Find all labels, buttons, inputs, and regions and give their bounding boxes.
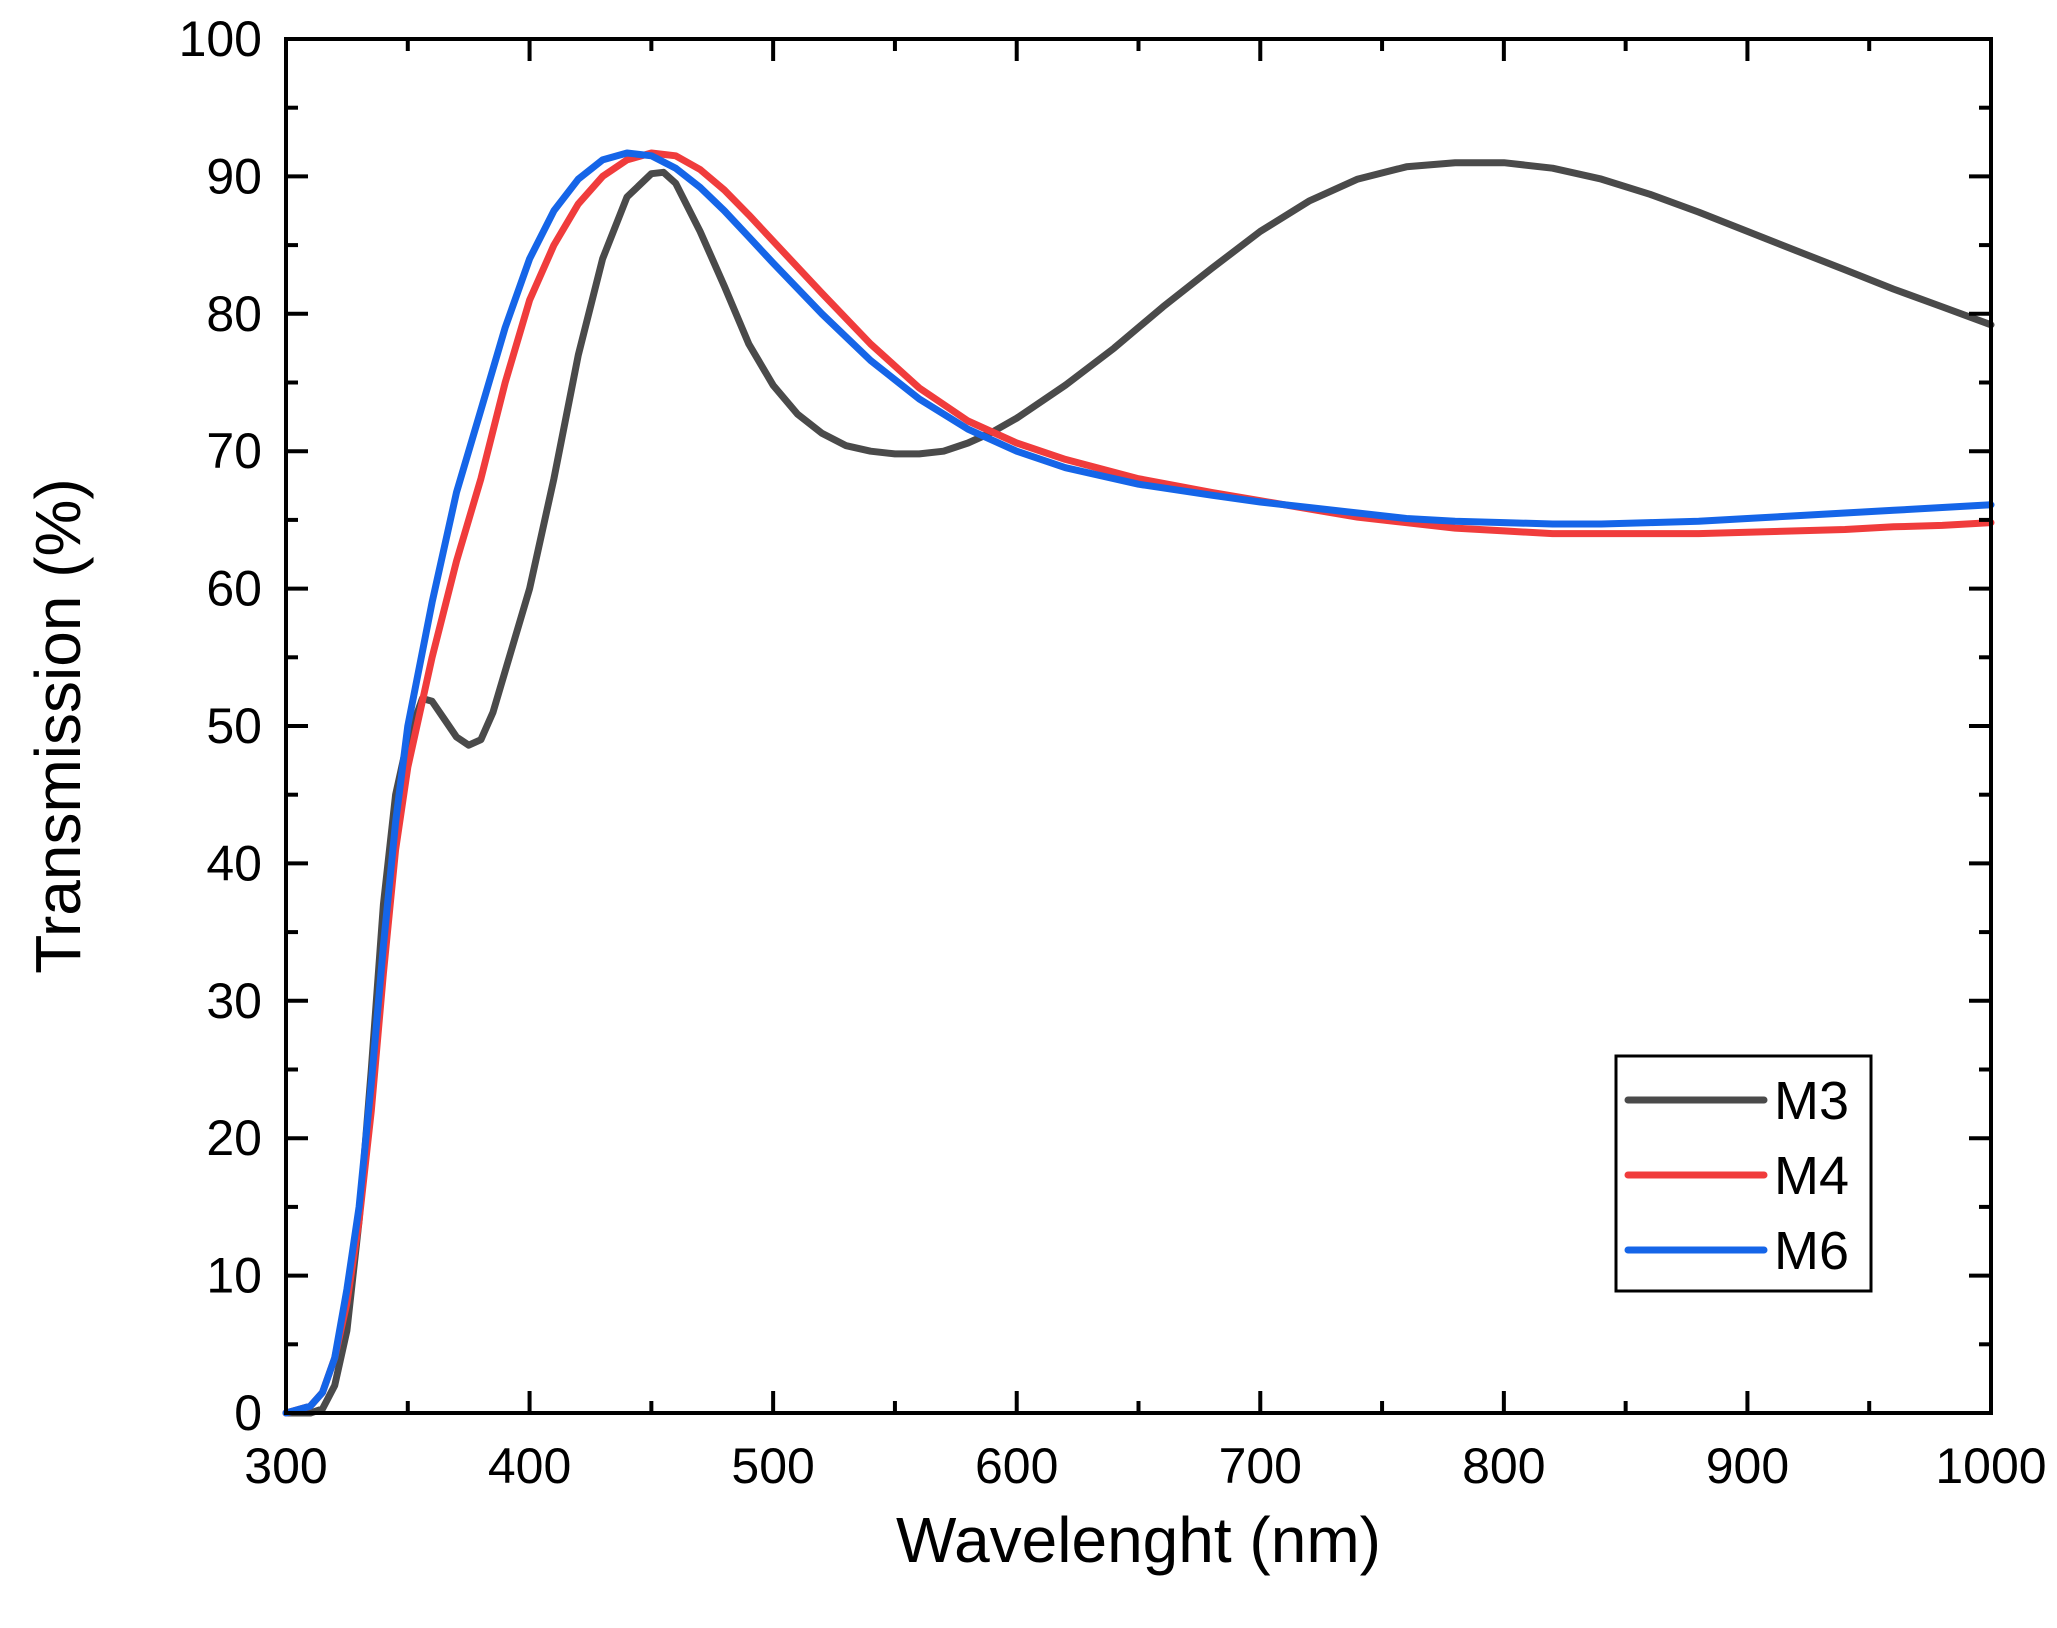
plot-frame — [284, 37, 1993, 1415]
x-tick-label: 900 — [1706, 1438, 1789, 1494]
y-tick-label: 10 — [206, 1248, 262, 1304]
legend-label-m6: M6 — [1774, 1221, 1849, 1281]
y-tick-label: 100 — [179, 11, 262, 67]
x-tick-label: 500 — [731, 1438, 814, 1494]
y-tick-label: 80 — [206, 286, 262, 342]
y-tick-label: 50 — [206, 698, 262, 754]
y-tick-label: 70 — [206, 423, 262, 479]
y-tick-label: 90 — [206, 148, 262, 204]
y-tick-label: 20 — [206, 1110, 262, 1166]
tick-labels: 300 400 500 600 700 800 900 1000 0 10 20 30 40 50 60 70… — [179, 11, 2047, 1494]
x-tick-label: 1000 — [1935, 1438, 2046, 1494]
x-axis-title: Wavelenght (nm) — [896, 1504, 1381, 1576]
y-tick-label: 60 — [206, 561, 262, 617]
x-tick-label: 700 — [1219, 1438, 1302, 1494]
y-axis-title: Transmission (%) — [22, 478, 94, 973]
x-tick-label: 400 — [488, 1438, 571, 1494]
x-tick-label: 800 — [1462, 1438, 1545, 1494]
x-tick-label: 600 — [975, 1438, 1058, 1494]
legend-label-m3: M3 — [1774, 1071, 1849, 1131]
x-tick-label: 300 — [244, 1438, 327, 1494]
y-tick-label: 30 — [206, 973, 262, 1029]
series-line-m6 — [282, 149, 1995, 1417]
series-layer — [282, 149, 1995, 1417]
legend: M3 M4 M6 — [1614, 1054, 1873, 1293]
y-tick-label: 40 — [206, 835, 262, 891]
legend-label-m4: M4 — [1774, 1146, 1849, 1206]
y-tick-label: 0 — [234, 1385, 262, 1441]
